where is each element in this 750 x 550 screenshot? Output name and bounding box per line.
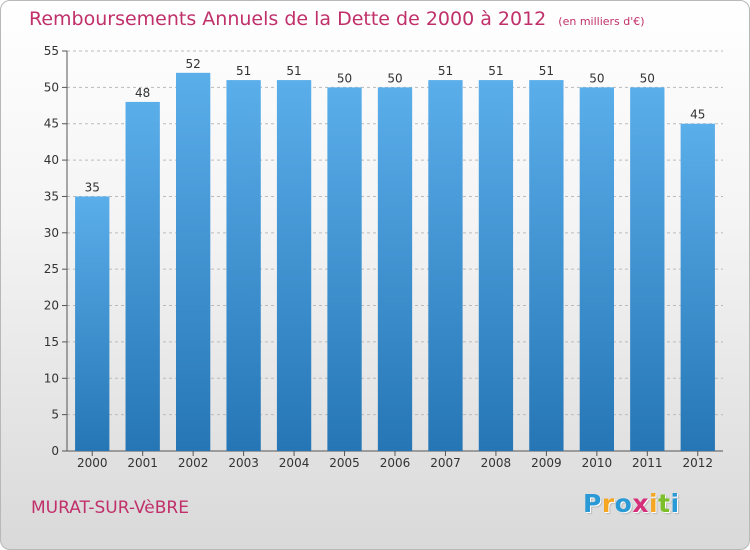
data-label: 51 [236, 64, 251, 78]
chart-unit-note: (en milliers d'€) [558, 15, 645, 28]
y-tick-label: 30 [44, 226, 59, 240]
y-tick-label: 40 [44, 153, 59, 167]
x-tick-label: 2009 [531, 456, 562, 470]
bar [175, 72, 211, 452]
logo-letter: x [632, 489, 649, 518]
x-tick-label: 2002 [178, 456, 209, 470]
data-label: 51 [539, 64, 554, 78]
data-label: 52 [186, 57, 201, 71]
data-label: 50 [337, 71, 352, 85]
data-label: 51 [286, 64, 301, 78]
logo-letter: i [670, 489, 680, 518]
y-tick-label: 25 [44, 262, 59, 276]
bar [579, 87, 615, 451]
x-tick-label: 2003 [228, 456, 259, 470]
data-label: 50 [589, 71, 604, 85]
x-tick-label: 2007 [430, 456, 461, 470]
x-tick-label: 2000 [77, 456, 108, 470]
bar [75, 196, 110, 451]
city-name: MURAT-SUR-VèBRE [31, 498, 189, 518]
y-tick-label: 0 [51, 444, 59, 458]
x-tick-label: 2010 [582, 456, 613, 470]
x-tick-label: 2008 [481, 456, 512, 470]
data-label: 51 [488, 64, 503, 78]
y-tick-label: 15 [44, 335, 59, 349]
y-tick-label: 55 [44, 44, 59, 58]
bar [276, 80, 312, 451]
y-tick-label: 10 [44, 371, 59, 385]
bar [226, 80, 261, 451]
y-tick-label: 35 [44, 189, 59, 203]
chart-title-text: Remboursements Annuels de la Dette de 20… [29, 8, 547, 30]
logo-letter: t [658, 489, 671, 518]
bar [680, 123, 715, 452]
data-label: 35 [85, 180, 100, 194]
chart-title: Remboursements Annuels de la Dette de 20… [29, 8, 645, 30]
bar [630, 87, 665, 451]
bar [428, 80, 463, 451]
y-tick-label: 50 [44, 80, 59, 94]
y-tick-label: 5 [51, 408, 59, 422]
x-tick-label: 2005 [329, 456, 360, 470]
data-label: 45 [690, 108, 705, 122]
y-tick-label: 45 [44, 117, 59, 131]
x-tick-label: 2004 [279, 456, 310, 470]
bar [529, 80, 564, 451]
y-tick-label: 20 [44, 299, 59, 313]
data-label: 50 [387, 71, 402, 85]
logo-letter: r [601, 489, 615, 518]
bar [125, 101, 160, 451]
x-tick-label: 2012 [682, 456, 713, 470]
x-tick-label: 2006 [380, 456, 411, 470]
bar [377, 87, 413, 451]
logo-letter: P [583, 489, 602, 518]
bar [478, 80, 514, 451]
x-tick-label: 2001 [127, 456, 158, 470]
data-label: 48 [135, 86, 150, 100]
bar [327, 87, 362, 451]
proxiti-logo: Proxiti [583, 489, 680, 518]
data-label: 50 [640, 71, 655, 85]
logo-letter: i [649, 489, 659, 518]
logo-letter: o [614, 489, 633, 518]
data-label: 51 [438, 64, 453, 78]
x-tick-label: 2011 [632, 456, 663, 470]
